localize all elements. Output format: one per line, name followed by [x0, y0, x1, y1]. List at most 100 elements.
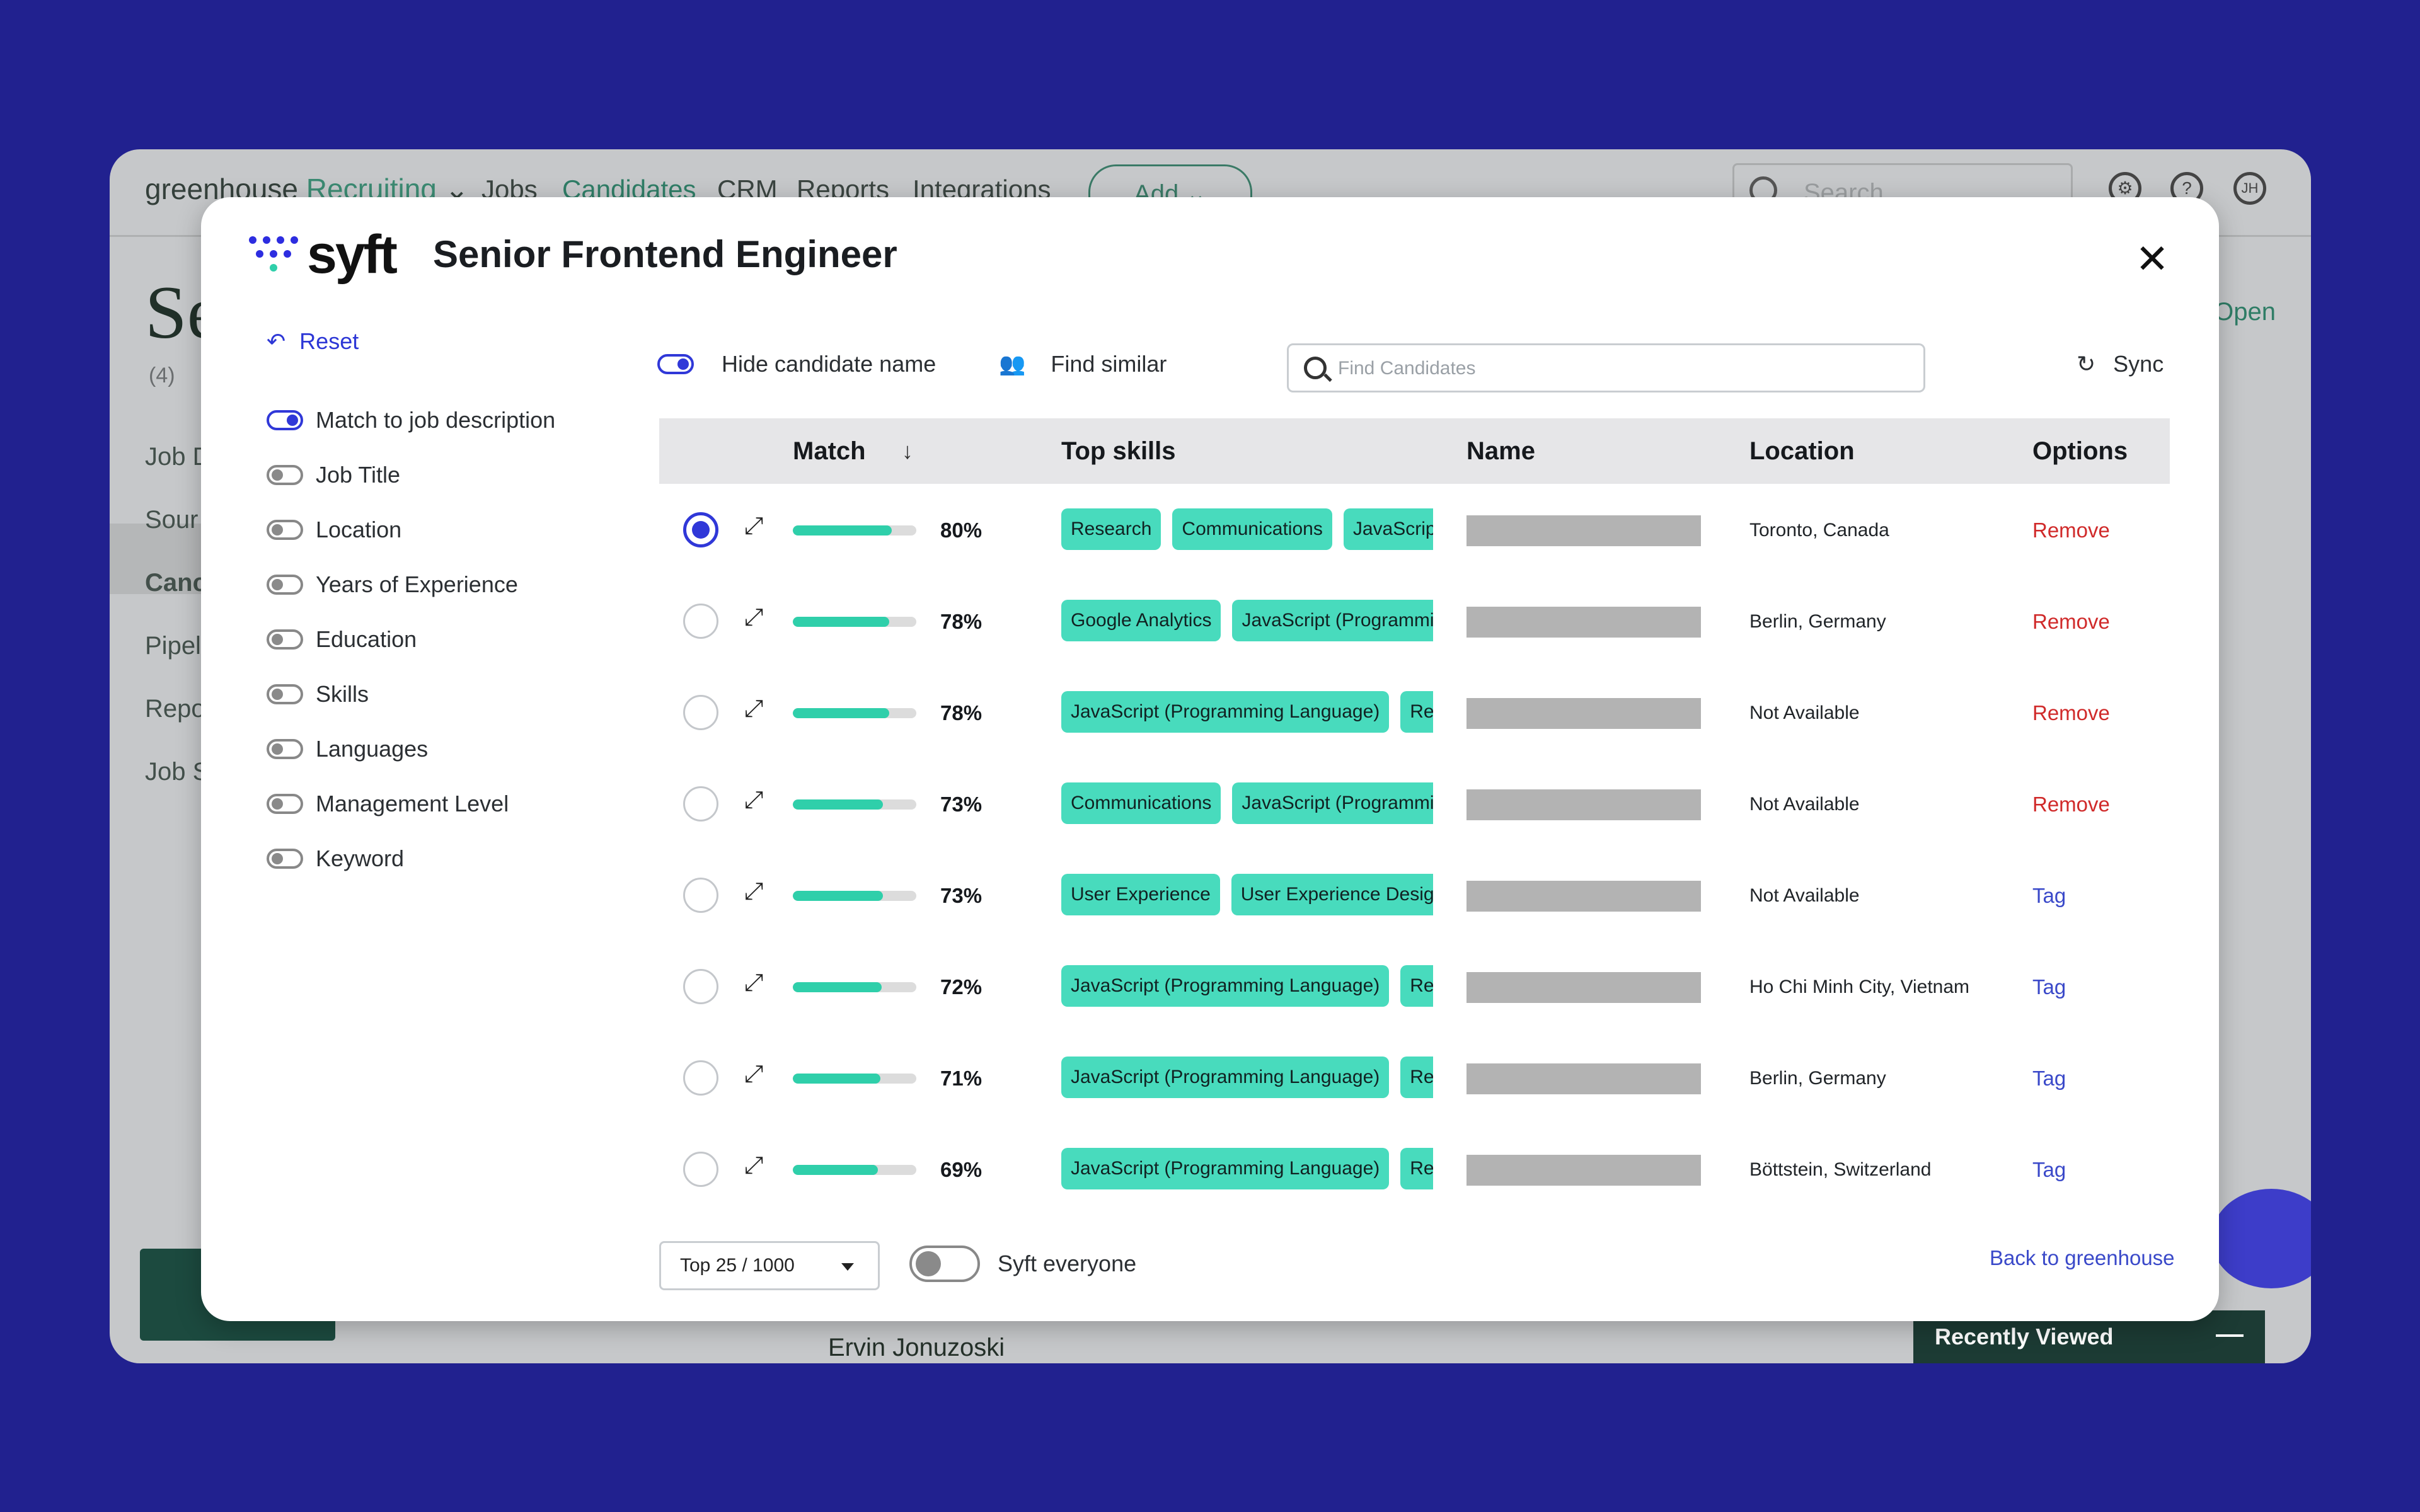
reset-label: Reset	[299, 328, 359, 354]
undo-icon: ↶	[267, 328, 286, 354]
row-select-radio[interactable]	[683, 969, 718, 1004]
expand-icon[interactable]: ⤢	[744, 1152, 764, 1179]
sidebar-item[interactable]: Canc	[145, 569, 207, 597]
tag-link[interactable]: Tag	[2032, 1158, 2066, 1181]
sidebar-item[interactable]: Pipel	[145, 632, 201, 660]
row-select-radio[interactable]	[683, 786, 718, 822]
expand-icon[interactable]: ⤢	[744, 878, 764, 905]
filter-management-level[interactable]: Management Level	[267, 785, 509, 823]
candidate-location: Toronto, Canada	[1749, 520, 1889, 541]
sort-down-icon[interactable]: ↓	[902, 438, 913, 464]
remove-link[interactable]: Remove	[2032, 518, 2110, 542]
refresh-icon: ↻	[2077, 351, 2096, 377]
match-bar-fill	[793, 982, 882, 992]
syft-modal: syft Senior Frontend Engineer ✕ ↶ Reset M…	[201, 197, 2219, 1321]
skill-chip: JavaScript (Programming Language)	[1232, 782, 1433, 824]
tag-link[interactable]: Tag	[2032, 884, 2066, 907]
candidate-name[interactable]: Ervin Jonuzoski	[828, 1334, 1005, 1361]
table-row[interactable]: ⤢ 78% JavaScript (Programming Language) Rea…	[659, 667, 2170, 759]
candidate-location: Berlin, Germany	[1749, 1068, 1886, 1089]
tag-link[interactable]: Tag	[2032, 975, 2066, 999]
filter-skills[interactable]: Skills	[267, 675, 369, 713]
filter-languages[interactable]: Languages	[267, 730, 428, 768]
avatar[interactable]: JH	[2233, 172, 2266, 205]
expand-icon[interactable]: ⤢	[744, 696, 764, 722]
find-candidates-input[interactable]	[1337, 353, 1906, 384]
sidebar-item[interactable]: Job S	[145, 758, 210, 786]
column-match[interactable]: Match	[793, 437, 866, 465]
match-bar-fill	[793, 891, 884, 901]
match-bar-fill	[793, 799, 884, 810]
toggle-switch[interactable]	[267, 629, 303, 650]
syft-everyone-toggle[interactable]: Syft everyone	[909, 1246, 1136, 1282]
remove-link[interactable]: Remove	[2032, 610, 2110, 633]
find-similar-button[interactable]: 👥 Find similar	[999, 351, 1167, 377]
toggle-switch[interactable]	[267, 465, 303, 485]
toggle-switch[interactable]	[267, 575, 303, 595]
skill-chip: JavaScript (Programming Language)	[1343, 508, 1433, 550]
row-select-radio[interactable]	[683, 1060, 718, 1096]
toggle-switch[interactable]	[267, 794, 303, 814]
remove-link[interactable]: Remove	[2032, 793, 2110, 816]
row-select-radio[interactable]	[683, 604, 718, 639]
back-to-greenhouse-link[interactable]: Back to greenhouse	[1990, 1246, 2175, 1269]
sidebar-item[interactable]: Job D	[145, 443, 211, 471]
match-bar	[793, 799, 916, 810]
tag-link[interactable]: Tag	[2032, 1067, 2066, 1090]
filter-keyword[interactable]: Keyword	[267, 840, 404, 878]
sidebar-item[interactable]: Repo	[145, 695, 205, 723]
table-row[interactable]: ⤢ 80% Research Communications JavaScript (Pr…	[659, 484, 2170, 576]
toggle-switch[interactable]	[267, 739, 303, 759]
table-row[interactable]: ⤢ 78% Google Analytics JavaScript (Programm…	[659, 576, 2170, 667]
table-row[interactable]: ⤢ 71% JavaScript (Programming Language) Rea…	[659, 1033, 2170, 1124]
toggle-switch[interactable]	[657, 354, 694, 374]
open-link[interactable]: Open	[2214, 298, 2276, 326]
filter-years-of-experience[interactable]: Years of Experience	[267, 566, 518, 604]
filter-label: Years of Experience	[316, 571, 518, 597]
candidate-location: Not Available	[1749, 794, 1860, 815]
toggle-switch[interactable]	[267, 520, 303, 540]
hide-candidate-name-toggle[interactable]: Hide candidate name	[657, 351, 936, 377]
toggle-switch[interactable]	[909, 1246, 980, 1282]
find-similar-label: Find similar	[1051, 351, 1167, 377]
filter-label: Job Title	[316, 462, 401, 488]
table-row[interactable]: ⤢ 73% Communications JavaScript (Programmi n…	[659, 759, 2170, 850]
close-icon[interactable]: ✕	[2135, 236, 2169, 282]
toggle-switch[interactable]	[267, 684, 303, 704]
table-row[interactable]: ⤢ 72% JavaScript (Programming Language) Rea…	[659, 941, 2170, 1033]
expand-icon[interactable]: ⤢	[744, 513, 764, 539]
expand-icon[interactable]: ⤢	[744, 970, 764, 996]
top-count-value: Top 25 / 1000	[680, 1255, 795, 1276]
match-bar	[793, 708, 916, 718]
skill-chip: Communications	[1061, 782, 1221, 824]
reset-button[interactable]: ↶ Reset	[267, 328, 359, 355]
skill-chip: User Experience Design	[1231, 874, 1433, 915]
skill-chip: JavaScript (Programming Language)	[1061, 691, 1390, 733]
row-select-radio[interactable]	[683, 878, 718, 913]
row-select-radio[interactable]	[683, 512, 718, 547]
syft-logo: syft	[249, 224, 398, 285]
match-percent: 80%	[940, 518, 982, 542]
match-bar	[793, 982, 916, 992]
top-count-select[interactable]: Top 25 / 1000	[659, 1241, 880, 1290]
table-row[interactable]: ⤢ 69% JavaScript (Programming Language) Rea…	[659, 1124, 2170, 1215]
filter-education[interactable]: Education	[267, 621, 417, 658]
filter-match-to-job-description[interactable]: Match to job description	[267, 401, 555, 439]
toggle-switch[interactable]	[267, 849, 303, 869]
filter-location[interactable]: Location	[267, 511, 401, 549]
expand-icon[interactable]: ⤢	[744, 604, 764, 631]
table-row[interactable]: ⤢ 73% User Experience User Experience Desig…	[659, 850, 2170, 941]
sync-button[interactable]: ↻ Sync	[2077, 351, 2164, 377]
row-select-radio[interactable]	[683, 1152, 718, 1187]
expand-icon[interactable]: ⤢	[744, 787, 764, 813]
minimize-icon[interactable]	[2216, 1334, 2244, 1337]
filter-label: Education	[316, 626, 417, 652]
row-select-radio[interactable]	[683, 695, 718, 730]
toggle-switch[interactable]	[267, 410, 303, 430]
expand-icon[interactable]: ⤢	[744, 1061, 764, 1087]
top-skills: Communications JavaScript (Programming La…	[1061, 782, 1433, 827]
remove-link[interactable]: Remove	[2032, 701, 2110, 724]
sidebar-item[interactable]: Sour	[145, 506, 199, 534]
filter-job-title[interactable]: Job Title	[267, 456, 400, 494]
syft-launcher-button[interactable]	[2211, 1189, 2311, 1288]
